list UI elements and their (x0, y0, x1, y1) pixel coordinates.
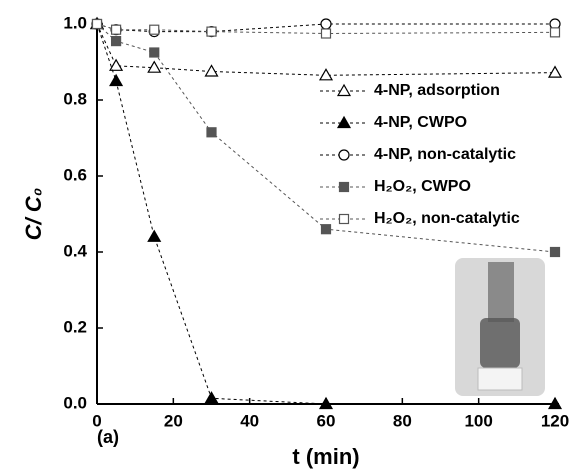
y-tick-label: 0.4 (63, 241, 87, 260)
marker (338, 149, 350, 161)
x-axis-label: t (min) (292, 444, 359, 469)
series-line (96, 23, 556, 253)
x-tick-label: 120 (541, 411, 569, 430)
marker (547, 396, 563, 410)
series-line (96, 23, 556, 76)
marker (336, 83, 352, 97)
annotation: (a) (97, 427, 119, 447)
x-tick-label: 80 (393, 411, 412, 430)
x-tick-label: 100 (464, 411, 492, 430)
marker (320, 224, 332, 235)
x-tick-label: 0 (92, 411, 101, 430)
legend-label: H₂O₂, non-catalytic (374, 210, 520, 227)
marker (110, 24, 122, 35)
y-axis-label: C/ C₀ (21, 188, 46, 241)
marker (318, 396, 334, 410)
y-tick-label: 1.0 (63, 13, 87, 32)
marker (204, 64, 219, 77)
marker (204, 391, 219, 404)
y-tick-label: 0.6 (63, 165, 87, 184)
x-tick-label: 60 (317, 411, 336, 430)
series-line (96, 23, 556, 35)
marker (110, 35, 122, 47)
marker (206, 127, 217, 138)
legend-label: H₂O₂, CWPO (374, 178, 471, 195)
marker (549, 246, 561, 258)
y-tick-label: 0.0 (63, 393, 87, 412)
marker (336, 115, 352, 129)
marker (547, 65, 563, 78)
marker (147, 229, 162, 242)
marker (318, 68, 334, 81)
marker (338, 181, 350, 193)
y-tick-label: 0.8 (63, 89, 87, 108)
x-tick-label: 40 (240, 411, 259, 430)
marker (147, 60, 162, 73)
marker (149, 24, 160, 35)
inset-photo (455, 258, 545, 396)
legend-label: 4-NP, CWPO (374, 114, 467, 131)
marker (320, 18, 332, 30)
series-line (96, 23, 555, 33)
marker (206, 26, 217, 37)
legend-label: 4-NP, non-catalytic (374, 146, 516, 163)
x-tick-label: 20 (164, 411, 183, 430)
marker (91, 18, 103, 30)
marker (338, 213, 350, 225)
legend-label: 4-NP, adsorption (374, 82, 500, 99)
marker (320, 28, 332, 39)
marker (109, 73, 124, 87)
series-line (96, 23, 555, 405)
y-tick-label: 0.2 (63, 317, 87, 336)
marker (149, 47, 160, 58)
marker (109, 58, 124, 71)
marker (549, 27, 561, 38)
